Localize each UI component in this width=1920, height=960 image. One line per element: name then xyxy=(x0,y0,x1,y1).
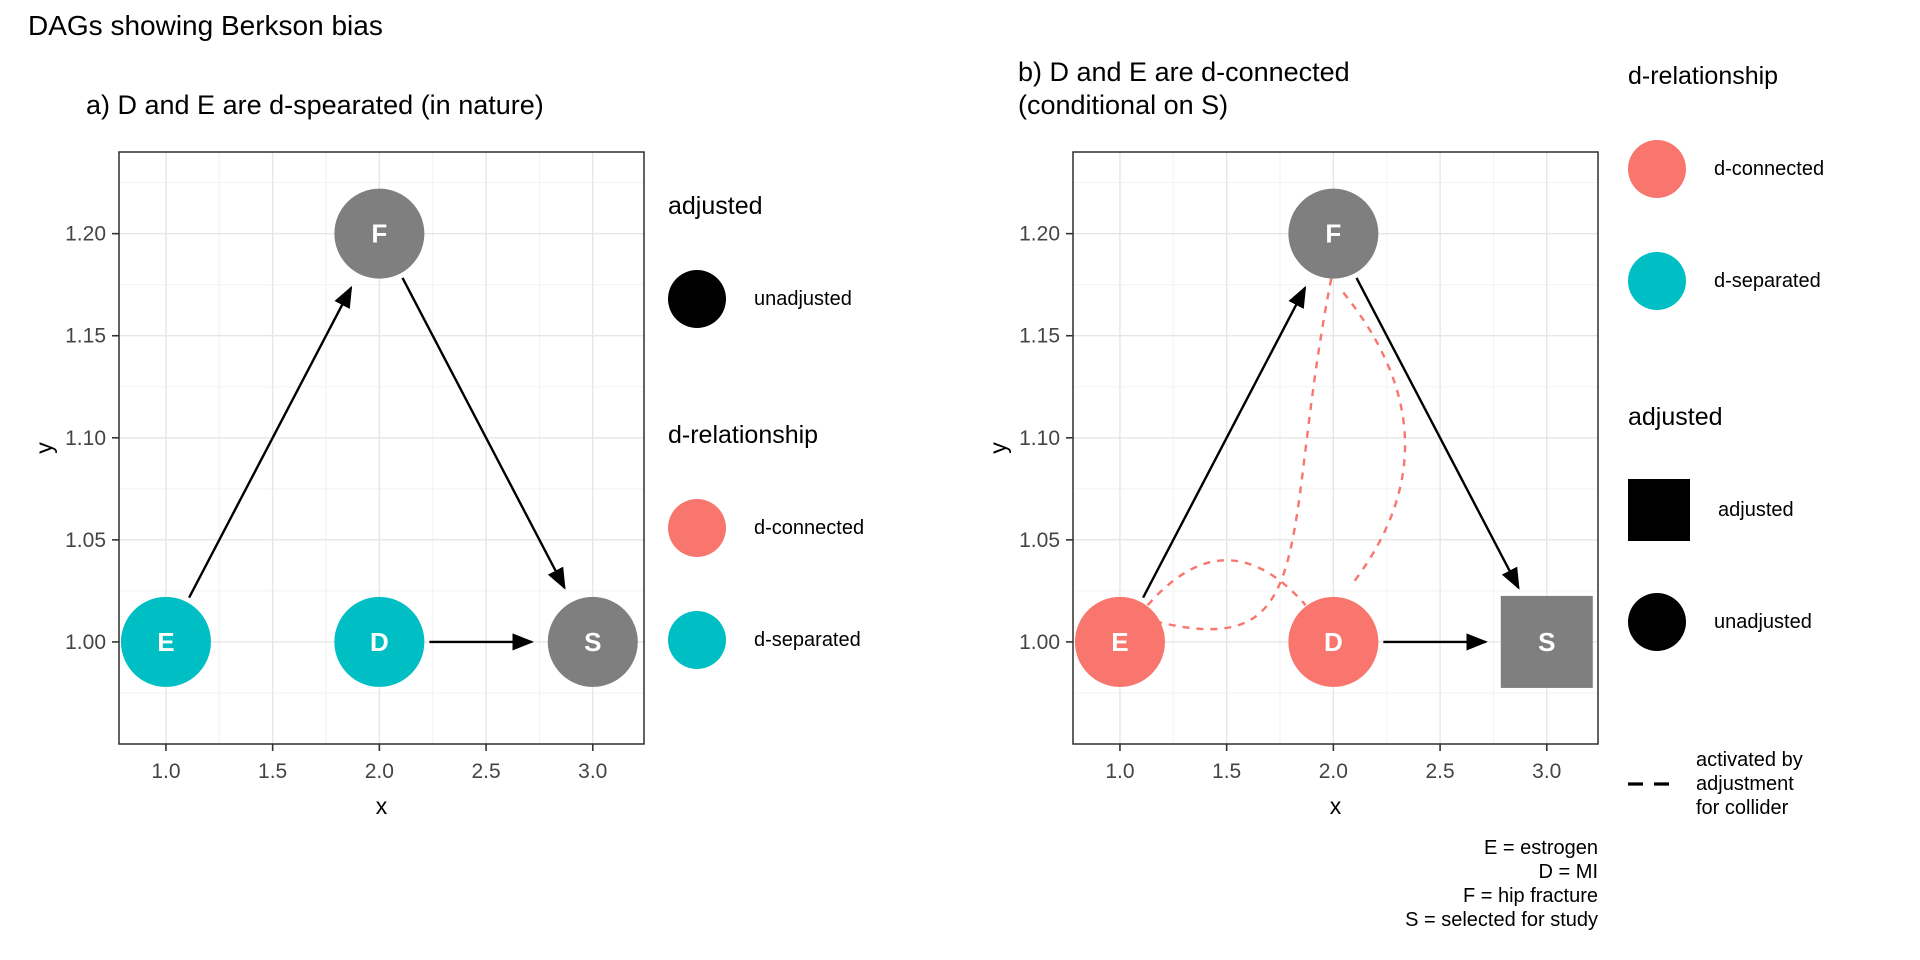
node-label-S: S xyxy=(584,627,601,657)
legend-item: d-separated xyxy=(1628,225,1824,337)
panel-a-legend: adjusted unadjusted d-relationship d-connec… xyxy=(668,192,864,696)
node-E xyxy=(120,596,211,687)
y-tick-label: 1.15 xyxy=(1019,325,1060,348)
node-key-caption: E = estrogen D = MI F = hip fracture S =… xyxy=(1405,837,1598,931)
legend-title: d-relationship xyxy=(1628,62,1779,90)
panel-b-plot: E D F S 1.0 1.5 2.0 2.5 3.0 1.00 1.05 1.10 1.15 1.20 x… xyxy=(988,151,1599,819)
y-tick-label: 1.05 xyxy=(65,529,106,552)
panel-border xyxy=(1072,151,1599,745)
node-D xyxy=(1288,596,1379,687)
collider-line-E-D xyxy=(1146,559,1307,606)
panel-b-title: b) D and E are d-connected (conditional … xyxy=(1018,57,1350,120)
collider-line-F-E xyxy=(1155,278,1333,631)
node-label-D: D xyxy=(1324,627,1343,657)
circle-swatch xyxy=(668,499,726,557)
legend-item: activated by adjustment for collider xyxy=(1628,744,1824,824)
x-tick-label: 1.0 xyxy=(151,760,180,783)
legend-label: activated by adjustment for collider xyxy=(1696,749,1803,819)
main-title: DAGs showing Berkson bias xyxy=(28,10,383,41)
y-axis-title: y xyxy=(988,442,1011,454)
node-label-D: D xyxy=(370,627,389,657)
x-tick-label: 2.0 xyxy=(365,760,394,783)
dashed-line-swatch xyxy=(1628,782,1676,786)
legend-label: adjusted xyxy=(1718,499,1794,521)
node-F xyxy=(1288,188,1379,279)
legend-label: d-separated xyxy=(754,629,861,651)
y-tick-label: 1.10 xyxy=(1019,427,1060,450)
x-tick-label: 3.0 xyxy=(1532,760,1561,783)
y-tick-label: 1.15 xyxy=(65,325,106,348)
y-tick-label: 1.00 xyxy=(1019,631,1060,654)
node-label-F: F xyxy=(371,219,387,249)
x-tick-label: 2.5 xyxy=(471,760,500,783)
legend-label: d-separated xyxy=(1714,270,1821,292)
legend-title: d-relationship xyxy=(668,421,819,449)
legend-group: adjusted unadjusted xyxy=(668,192,864,355)
x-tick-label: 1.5 xyxy=(258,760,287,783)
square-swatch xyxy=(1628,479,1690,541)
node-label-F: F xyxy=(1325,219,1341,249)
node-label-S: S xyxy=(1538,627,1555,657)
node-D xyxy=(334,596,425,687)
x-tick-label: 1.0 xyxy=(1105,760,1134,783)
x-tick-label: 2.5 xyxy=(1425,760,1454,783)
legend-item: d-connected xyxy=(1628,113,1824,225)
legend-item: adjusted xyxy=(1628,454,1824,566)
node-label-E: E xyxy=(1111,627,1128,657)
node-S xyxy=(547,596,638,687)
x-tick-label: 3.0 xyxy=(578,760,607,783)
circle-swatch xyxy=(668,270,726,328)
y-tick-label: 1.00 xyxy=(65,631,106,654)
y-tick-label: 1.05 xyxy=(1019,529,1060,552)
node-E xyxy=(1074,596,1165,687)
legend-label: unadjusted xyxy=(754,288,852,310)
circle-swatch xyxy=(668,611,726,669)
legend-item: unadjusted xyxy=(1628,566,1824,678)
node-S xyxy=(1500,595,1593,688)
legend-group: d-relationship d-connected d-separated xyxy=(1628,62,1824,337)
x-axis-title: x xyxy=(376,793,388,819)
circle-swatch xyxy=(1628,593,1686,651)
panel-a: a) D and E are d-spearated (in nature) E… xyxy=(34,36,654,822)
legend-group: activated by adjustment for collider xyxy=(1628,744,1824,824)
legend-title: adjusted xyxy=(1628,403,1723,431)
node-label-E: E xyxy=(157,627,174,657)
legend-group: d-relationship d-connected d-separated xyxy=(668,421,864,696)
legend-label: d-connected xyxy=(754,517,865,539)
node-F xyxy=(334,188,425,279)
legend-title: adjusted xyxy=(668,192,763,220)
legend-item: unadjusted xyxy=(668,243,864,355)
y-tick-label: 1.20 xyxy=(65,223,106,246)
edge-F-S xyxy=(1355,277,1520,590)
panel-b-legend: d-relationship d-connected d-separated adju… xyxy=(1628,62,1824,824)
collider-line-D-F xyxy=(1340,290,1407,582)
x-tick-label: 1.5 xyxy=(1212,760,1241,783)
circle-swatch xyxy=(1628,140,1686,198)
panel-a-title: a) D and E are d-spearated (in nature) xyxy=(86,90,544,120)
legend-item: d-connected xyxy=(668,472,864,584)
edge-E-F xyxy=(1142,285,1307,599)
edge-E-F xyxy=(188,285,353,599)
panel-a-plot: E D F S 1.0 1.5 2.0 2.5 3.0 1.00 1.05 1.10 1.15 1.20 x… xyxy=(34,151,645,819)
y-tick-label: 1.20 xyxy=(1019,223,1060,246)
y-tick-label: 1.10 xyxy=(65,427,106,450)
edge-F-S xyxy=(401,277,566,590)
panel-b: b) D and E are d-connected (conditional … xyxy=(988,36,1608,822)
x-tick-label: 2.0 xyxy=(1319,760,1348,783)
legend-item: d-separated xyxy=(668,584,864,696)
panel-border xyxy=(118,151,645,745)
legend-label: d-connected xyxy=(1714,158,1825,180)
legend-label: unadjusted xyxy=(1714,611,1812,633)
legend-group: adjusted adjusted unadjusted xyxy=(1628,403,1824,678)
circle-swatch xyxy=(1628,252,1686,310)
y-axis-title: y xyxy=(34,442,57,454)
x-axis-title: x xyxy=(1330,793,1342,819)
